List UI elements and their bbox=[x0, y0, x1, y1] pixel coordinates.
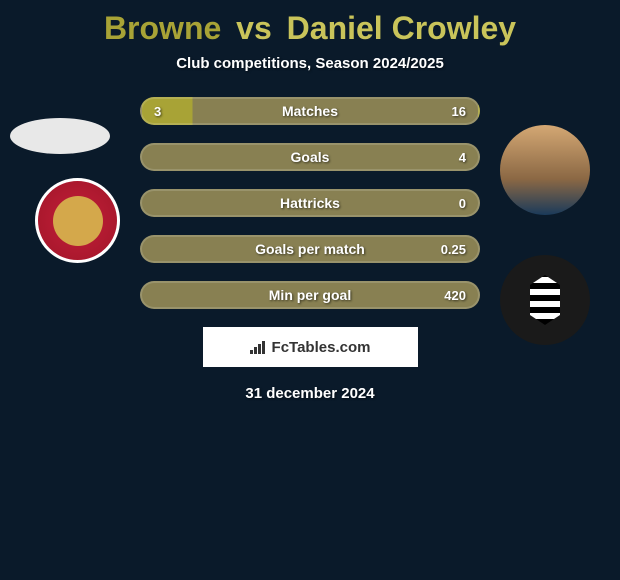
stat-row: Goals 4 bbox=[0, 143, 620, 171]
footer-brand-box: FcTables.com bbox=[203, 327, 418, 367]
stat-label: Matches bbox=[282, 103, 338, 119]
stat-row: Goals per match 0.25 bbox=[0, 235, 620, 263]
stat-bar: Goals 4 bbox=[140, 143, 480, 171]
stat-left-value: 3 bbox=[154, 104, 161, 119]
stat-row: Min per goal 420 bbox=[0, 281, 620, 309]
stat-right-value: 0 bbox=[459, 196, 466, 211]
stat-row: 3 Matches 16 bbox=[0, 97, 620, 125]
stat-right-value: 0.25 bbox=[441, 242, 466, 257]
stat-bar: Hattricks 0 bbox=[140, 189, 480, 217]
stat-right-value: 16 bbox=[452, 104, 466, 119]
stat-label: Hattricks bbox=[280, 195, 340, 211]
subtitle: Club competitions, Season 2024/2025 bbox=[0, 55, 620, 72]
stat-right-value: 420 bbox=[444, 288, 466, 303]
stat-bar: 3 Matches 16 bbox=[140, 97, 480, 125]
stat-row: Hattricks 0 bbox=[0, 189, 620, 217]
player1-name: Browne bbox=[104, 10, 221, 46]
stat-right-value: 4 bbox=[459, 150, 466, 165]
stat-label: Goals bbox=[291, 149, 330, 165]
stats-container: 3 Matches 16 Goals 4 Hattricks 0 Goals per matc… bbox=[0, 97, 620, 309]
footer-brand-text: FcTables.com bbox=[272, 339, 371, 356]
stat-label: Min per goal bbox=[269, 287, 351, 303]
footer-date: 31 december 2024 bbox=[0, 385, 620, 402]
vs-text: vs bbox=[236, 10, 272, 46]
stat-bar: Min per goal 420 bbox=[140, 281, 480, 309]
page-title: Browne vs Daniel Crowley bbox=[0, 0, 620, 47]
player2-name: Daniel Crowley bbox=[287, 10, 516, 46]
stat-bar: Goals per match 0.25 bbox=[140, 235, 480, 263]
chart-icon bbox=[250, 340, 268, 354]
stat-label: Goals per match bbox=[255, 241, 365, 257]
